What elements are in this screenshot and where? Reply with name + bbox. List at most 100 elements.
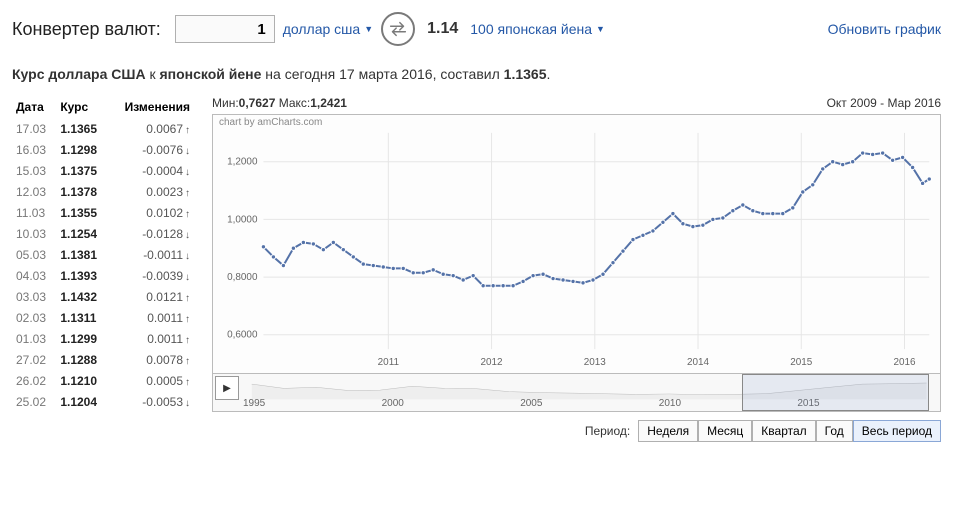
scrubber-window[interactable] <box>742 374 929 411</box>
summary-to: японской йене <box>159 66 261 82</box>
to-currency-link[interactable]: 100 японская йена ▼ <box>470 21 605 37</box>
rates-table: Дата Курс Изменения 17.031.13650.0067↑16… <box>12 96 194 412</box>
period-button-4[interactable]: Весь период <box>853 420 941 442</box>
svg-text:1,2000: 1,2000 <box>227 157 258 168</box>
cell-rate: 1.1210 <box>56 370 108 391</box>
chart-range: Окт 2009 - Мар 2016 <box>827 96 941 110</box>
cell-change: 0.0067↑ <box>108 118 194 139</box>
cell-rate: 1.1298 <box>56 139 108 160</box>
refresh-chart-link[interactable]: Обновить график <box>828 21 941 37</box>
cell-change: -0.0011↓ <box>108 244 194 265</box>
cell-change: 0.0121↑ <box>108 286 194 307</box>
cell-rate: 1.1311 <box>56 307 108 328</box>
cell-date: 27.02 <box>12 349 56 370</box>
col-date: Дата <box>12 96 56 118</box>
from-currency-link[interactable]: доллар сша ▼ <box>283 21 373 37</box>
chevron-down-icon: ▼ <box>364 24 373 34</box>
table-row: 03.031.14320.0121↑ <box>12 286 194 307</box>
table-row: 11.031.13550.0102↑ <box>12 202 194 223</box>
scrubber-play-button[interactable]: ▶ <box>215 376 239 400</box>
cell-rate: 1.1288 <box>56 349 108 370</box>
cell-rate: 1.1254 <box>56 223 108 244</box>
cell-change: -0.0128↓ <box>108 223 194 244</box>
chart-svg: 0,6000 0,8000 1,0000 1,2000 2011 2012 2013 2014… <box>213 115 940 373</box>
swap-icon <box>387 18 409 40</box>
cell-date: 12.03 <box>12 181 56 202</box>
amount-input[interactable] <box>175 15 275 43</box>
cell-change: -0.0076↓ <box>108 139 194 160</box>
svg-text:0,6000: 0,6000 <box>227 330 258 341</box>
cell-date: 25.02 <box>12 391 56 412</box>
svg-text:1,0000: 1,0000 <box>227 214 258 225</box>
table-row: 02.031.13110.0011↑ <box>12 307 194 328</box>
conversion-result: 1.14 <box>427 20 458 38</box>
cell-date: 17.03 <box>12 118 56 139</box>
cell-date: 05.03 <box>12 244 56 265</box>
svg-text:2012: 2012 <box>481 357 504 368</box>
period-button-3[interactable]: Год <box>816 420 853 442</box>
from-currency-label: доллар сша <box>283 21 360 37</box>
svg-text:0,8000: 0,8000 <box>227 272 258 283</box>
cell-change: -0.0053↓ <box>108 391 194 412</box>
summary-from: Курс доллара США <box>12 66 146 82</box>
table-row: 05.031.1381-0.0011↓ <box>12 244 194 265</box>
summary-rate: 1.1365 <box>504 66 547 82</box>
cell-rate: 1.1432 <box>56 286 108 307</box>
svg-text:2015: 2015 <box>790 357 813 368</box>
play-icon: ▶ <box>223 383 231 394</box>
svg-text:2011: 2011 <box>378 357 400 368</box>
period-button-1[interactable]: Месяц <box>698 420 752 442</box>
svg-text:2016: 2016 <box>893 357 916 368</box>
table-row: 16.031.1298-0.0076↓ <box>12 139 194 160</box>
cell-change: 0.0102↑ <box>108 202 194 223</box>
cell-date: 16.03 <box>12 139 56 160</box>
chart-area[interactable]: chart by amCharts.com 0,6000 0,8000 1,0000… <box>212 114 941 374</box>
svg-text:2014: 2014 <box>687 357 710 368</box>
col-rate: Курс <box>56 96 108 118</box>
svg-text:2013: 2013 <box>584 357 607 368</box>
swap-currencies-button[interactable] <box>381 12 415 46</box>
table-row: 15.031.1375-0.0004↓ <box>12 160 194 181</box>
cell-date: 02.03 <box>12 307 56 328</box>
cell-date: 03.03 <box>12 286 56 307</box>
cell-rate: 1.1381 <box>56 244 108 265</box>
cell-date: 04.03 <box>12 265 56 286</box>
chart-header: Мин:0,7627 Макс:1,2421 Окт 2009 - Мар 20… <box>212 96 941 114</box>
cell-change: 0.0011↑ <box>108 328 194 349</box>
cell-rate: 1.1204 <box>56 391 108 412</box>
col-change: Изменения <box>108 96 194 118</box>
period-button-2[interactable]: Квартал <box>752 420 815 442</box>
period-label: Период: <box>585 424 630 438</box>
chart-minmax: Мин:0,7627 Макс:1,2421 <box>212 96 347 110</box>
cell-rate: 1.1375 <box>56 160 108 181</box>
cell-change: -0.0039↓ <box>108 265 194 286</box>
cell-change: 0.0005↑ <box>108 370 194 391</box>
cell-change: 0.0078↑ <box>108 349 194 370</box>
period-bar: Период: НеделяМесяцКварталГодВесь период <box>212 420 941 442</box>
currency-converter: Конвертер валют: доллар сша ▼ 1.14 100 я… <box>12 8 941 60</box>
chart-scrubber[interactable]: ▶ 19952000200520102015 <box>212 374 941 412</box>
cell-date: 10.03 <box>12 223 56 244</box>
cell-rate: 1.1378 <box>56 181 108 202</box>
to-currency-label: 100 японская йена <box>470 21 592 37</box>
table-row: 04.031.1393-0.0039↓ <box>12 265 194 286</box>
chevron-down-icon: ▼ <box>596 24 605 34</box>
rate-summary: Курс доллара США к японской йене на сего… <box>12 60 941 96</box>
rates-table-wrap: Дата Курс Изменения 17.031.13650.0067↑16… <box>12 96 194 412</box>
cell-date: 11.03 <box>12 202 56 223</box>
cell-date: 01.03 <box>12 328 56 349</box>
table-row: 26.021.12100.0005↑ <box>12 370 194 391</box>
chart-panel: Мин:0,7627 Макс:1,2421 Окт 2009 - Мар 20… <box>212 96 941 442</box>
chart-credit: chart by amCharts.com <box>219 117 322 128</box>
table-row: 01.031.12990.0011↑ <box>12 328 194 349</box>
cell-date: 26.02 <box>12 370 56 391</box>
cell-rate: 1.1365 <box>56 118 108 139</box>
converter-label: Конвертер валют: <box>12 19 161 40</box>
period-button-0[interactable]: Неделя <box>638 420 698 442</box>
table-row: 12.031.13780.0023↑ <box>12 181 194 202</box>
table-row: 10.031.1254-0.0128↓ <box>12 223 194 244</box>
cell-change: 0.0011↑ <box>108 307 194 328</box>
table-row: 25.021.1204-0.0053↓ <box>12 391 194 412</box>
cell-rate: 1.1355 <box>56 202 108 223</box>
table-row: 27.021.12880.0078↑ <box>12 349 194 370</box>
